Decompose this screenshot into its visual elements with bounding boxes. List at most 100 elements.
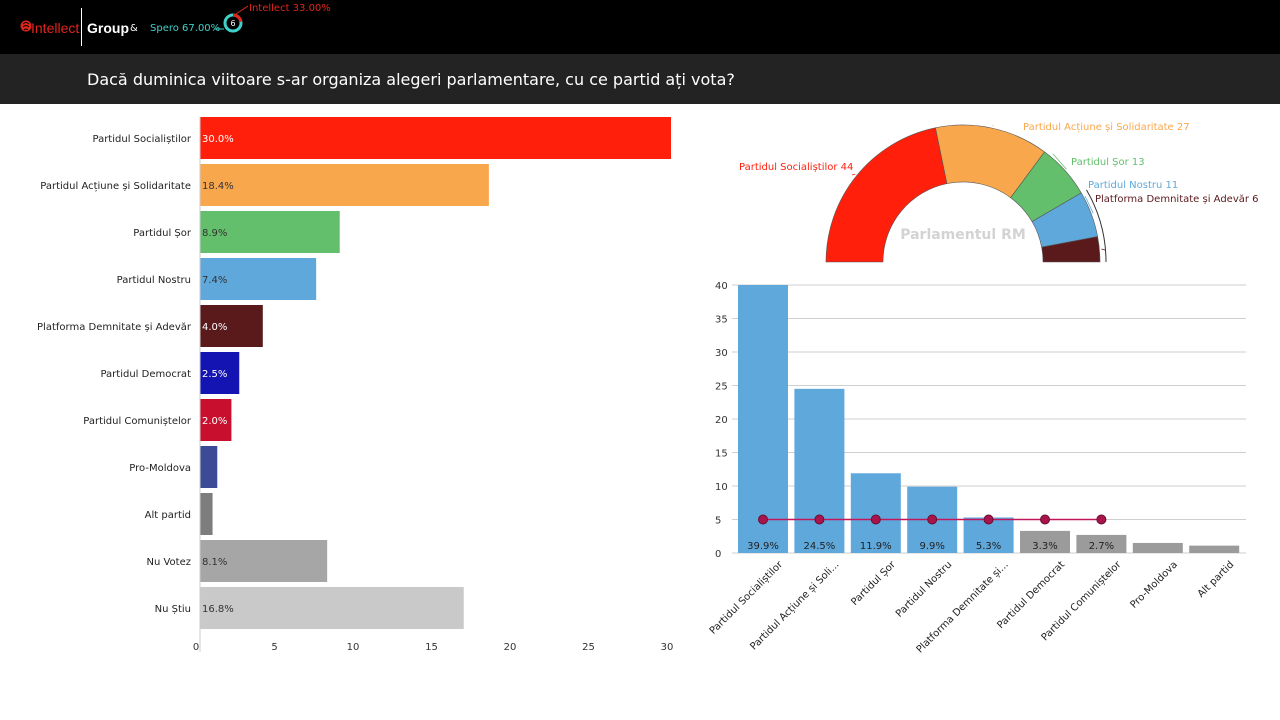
header-bar: Intellect Group & Spero 67.00% 6 Intelle… (0, 0, 1280, 54)
vbar-tick-label: 35 (715, 315, 728, 326)
parliament-seat-chart: Partidul Socialiștilor 44 Partidul Acțiun… (739, 122, 1259, 263)
vbar-tick-label: 20 (715, 415, 728, 426)
share-ring-center: 6 (230, 19, 235, 28)
hbar-value-label: 4.0% (202, 322, 227, 333)
vbar-value-label: 11.9% (860, 541, 892, 552)
share-leader-lines (214, 28, 224, 30)
brain-logo-icon (20, 20, 32, 32)
parliament-chart-title: Parlamentul RM (900, 227, 1026, 243)
parliament-slice-label: Partidul Șor 13 (1071, 157, 1145, 168)
hbar-tick-label: 25 (582, 642, 595, 653)
threshold-marker (927, 514, 938, 525)
hbar-category-label: Pro-Moldova (129, 463, 191, 474)
hbar-value-label: 8.1% (202, 557, 227, 568)
vbar-category-label: Alt partid (1196, 559, 1237, 600)
hbar-tick-label: 20 (504, 642, 517, 653)
brand-name: Intellect (31, 20, 80, 36)
hbar-category-label: Partidul Socialiștilor (92, 134, 191, 145)
parliament-slice-label: Partidul Socialiștilor 44 (739, 162, 853, 173)
hbar-category-label: Alt partid (145, 510, 191, 521)
threshold-marker (1096, 514, 1107, 525)
parliament-slice-label: Platforma Demnitate și Adevăr 6 (1095, 194, 1259, 205)
hbar-category-label: Partidul Democrat (100, 369, 191, 380)
hbar-bar (200, 117, 671, 159)
vbar-tick-label: 10 (715, 482, 728, 493)
hbar-tick-label: 15 (425, 642, 438, 653)
hbar-tick-label: 0 (193, 642, 199, 653)
vbar-bar (1020, 530, 1070, 553)
hbar-bar (200, 211, 340, 253)
vbar-value-label: 9.9% (919, 541, 944, 552)
threshold-marker (870, 514, 881, 525)
parliament-slice-label: Partidul Nostru 11 (1088, 180, 1178, 191)
vbar-bar (1132, 542, 1183, 553)
vbar-category-label: Platforma Demnitate și... (915, 559, 1011, 655)
vbar-category-label: Partidul Nostru (894, 559, 954, 619)
parliament-slice (825, 127, 948, 263)
hbar-value-label: 2.5% (202, 369, 227, 380)
vbar-tick-label: 15 (715, 449, 728, 460)
hbar-bar (200, 305, 263, 347)
vbar-value-label: 24.5% (804, 541, 836, 552)
title-bar (0, 54, 1280, 104)
vbar-tick-label: 40 (715, 281, 728, 292)
vbar-value-label: 5.3% (976, 541, 1001, 552)
hbar-bar (200, 587, 464, 629)
brand-group: Group (87, 20, 129, 36)
vbar-bar (1189, 545, 1240, 553)
hbar-tick-label: 30 (661, 642, 674, 653)
vbar-category-label: Pro-Moldova (1129, 559, 1180, 610)
hbar-value-label: 18.4% (202, 181, 234, 192)
hbar-category-label: Partidul Șor (133, 228, 192, 239)
threshold-marker (814, 514, 825, 525)
intellect-share-label: Intellect 33.00% (249, 3, 331, 14)
hbar-value-label: 16.8% (202, 604, 234, 615)
intellect-leader-line (236, 5, 249, 15)
hbar-bar (200, 352, 240, 394)
hbar-bar (200, 493, 213, 535)
parliament-leader-line (1101, 248, 1106, 251)
vbar-bar (1076, 534, 1127, 553)
brand-divider (81, 8, 82, 46)
threshold-marker (758, 514, 768, 525)
horizontal-bar-chart: Partidul Socialiștilor 30.0% Partidul Acți… (37, 117, 674, 653)
vbar-tick-label: 5 (715, 516, 721, 527)
hbar-category-label: Nu Știu (155, 604, 191, 615)
vertical-bar-chart: 0 5 10 15 20 25 30 35 40 39.9% 24.5% 11.9% 9.9% 5.3%… (708, 281, 1246, 656)
threshold-marker (1040, 514, 1050, 525)
vbar-category-label: Partidul Șor (849, 559, 898, 608)
hbar-category-label: Nu Votez (146, 557, 191, 568)
hbar-bar (200, 258, 317, 300)
hbar-value-label: 8.9% (202, 228, 227, 239)
hbar-category-label: Partidul Acțiune și Solidaritate (40, 181, 191, 192)
hbar-bar (200, 164, 489, 206)
threshold-marker (983, 514, 994, 525)
vbar-bar (738, 285, 788, 553)
vbar-value-label: 2.7% (1089, 541, 1114, 552)
vbar-tick-label: 0 (715, 549, 721, 560)
hbar-value-label: 2.0% (202, 416, 227, 427)
vbar-tick-label: 30 (715, 348, 728, 359)
vbar-bar (794, 388, 845, 553)
spero-share-label: Spero 67.00% (150, 23, 221, 34)
hbar-tick-label: 5 (271, 642, 277, 653)
ampersand: & (130, 23, 138, 34)
hbar-bar (200, 446, 218, 488)
share-ring-icon: 6 (223, 13, 243, 33)
hbar-category-label: Platforma Demnitate și Adevăr (37, 322, 192, 333)
hbar-tick-label: 10 (347, 642, 360, 653)
vbar-value-label: 3.3% (1032, 541, 1057, 552)
vbar-tick-label: 25 (715, 382, 728, 393)
vbar-bar (850, 473, 901, 553)
hbar-value-label: 30.0% (202, 134, 234, 145)
parliament-leader-line (1052, 153, 1067, 170)
vbar-value-label: 39.9% (747, 541, 779, 552)
hbar-bar (200, 399, 232, 441)
page-title: Dacă duminica viitoare s-ar organiza ale… (87, 70, 735, 89)
parliament-slice (1041, 236, 1101, 263)
hbar-value-label: 7.4% (202, 275, 227, 286)
parliament-slice-label: Partidul Acțiune și Solidaritate 27 (1023, 122, 1190, 133)
hbar-bar (200, 540, 328, 582)
majority-bracket (1086, 189, 1107, 263)
parliament-leader-line (851, 173, 856, 176)
